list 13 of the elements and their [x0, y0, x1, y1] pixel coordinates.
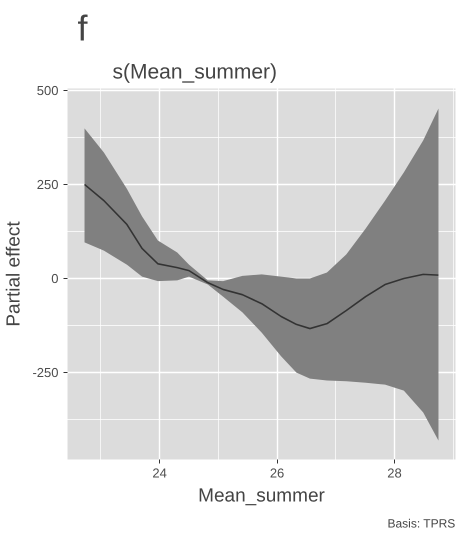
- x-tick-label: 28: [387, 466, 402, 480]
- x-tick-label: 24: [152, 466, 167, 480]
- text: Basis: TPRS: [387, 516, 456, 530]
- x-tick-label: 26: [270, 466, 284, 480]
- y-tick-label: 500: [36, 82, 59, 98]
- y-tick-label: 250: [36, 176, 59, 192]
- y-tick-label: 0: [51, 271, 59, 286]
- text: f: [78, 8, 88, 48]
- y-axis-title: Partial effect: [3, 220, 24, 327]
- y-tick-label: -250: [32, 365, 59, 380]
- x-axis-title: Mean_summer: [198, 486, 326, 506]
- line-series: [84, 184, 440, 330]
- chart-title: s(Mean_summer): [112, 60, 278, 84]
